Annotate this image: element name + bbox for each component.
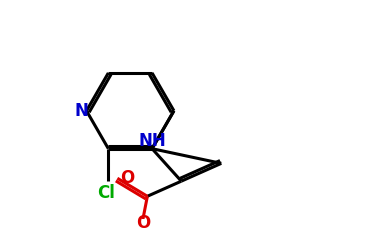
Text: NH: NH [138, 132, 166, 150]
Text: O: O [121, 169, 135, 187]
Text: O: O [136, 214, 150, 232]
Text: Cl: Cl [97, 184, 115, 202]
Text: N: N [75, 102, 88, 120]
